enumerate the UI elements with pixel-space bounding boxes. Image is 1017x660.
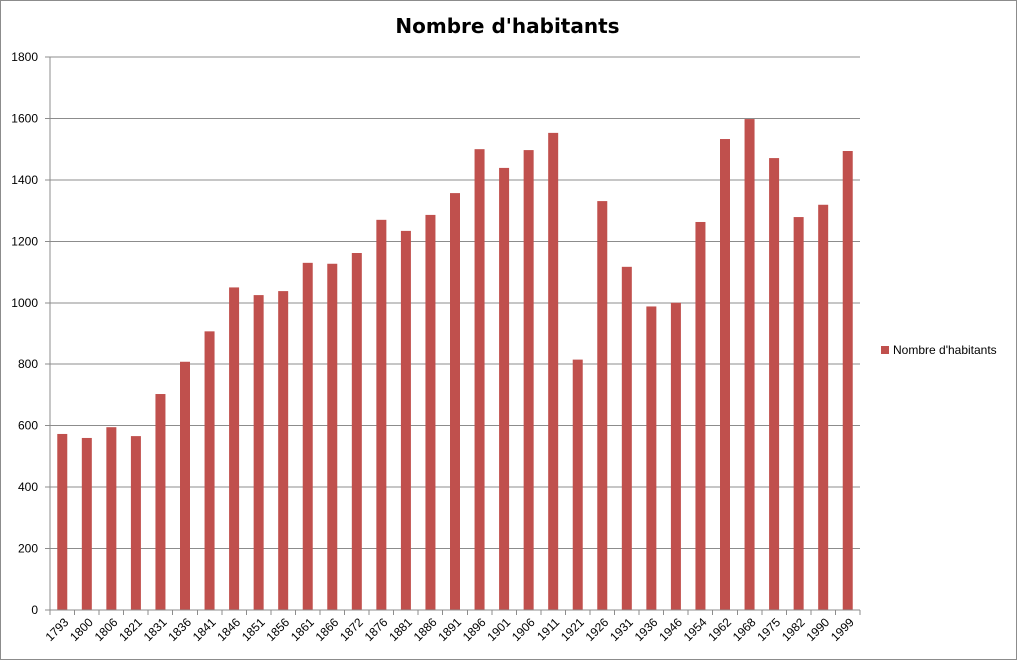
bar-1866 xyxy=(327,263,338,610)
x-tick-label: 1851 xyxy=(239,615,268,644)
legend-label: Nombre d'habitants xyxy=(893,343,997,357)
bar-1926 xyxy=(597,201,608,610)
x-tick-label: 1846 xyxy=(214,615,243,644)
bar-1982 xyxy=(793,217,804,610)
bar-1946 xyxy=(670,302,681,610)
y-tick-label: 1200 xyxy=(11,234,38,248)
y-tick-label: 1800 xyxy=(11,50,38,64)
y-tick-label: 1600 xyxy=(11,111,38,125)
bar-1831 xyxy=(155,394,166,610)
bar-1821 xyxy=(130,436,141,610)
x-tick-label: 1793 xyxy=(43,615,72,644)
bar-1936 xyxy=(646,306,657,610)
x-tick-label: 1841 xyxy=(190,615,219,644)
x-tick-label: 1906 xyxy=(509,615,538,644)
y-tick-label: 400 xyxy=(18,480,38,494)
bar-1911 xyxy=(548,132,559,610)
bar-1931 xyxy=(621,266,632,610)
x-tick-label: 1866 xyxy=(313,615,342,644)
bar-1962 xyxy=(720,139,730,610)
bar-1906 xyxy=(523,150,534,610)
x-tick-label: 1911 xyxy=(534,615,562,643)
bar-1896 xyxy=(474,149,485,611)
x-tick-label: 1831 xyxy=(141,615,170,644)
x-tick-label: 1886 xyxy=(411,615,440,644)
x-tick-label: 1975 xyxy=(754,615,783,644)
x-tick-label: 1891 xyxy=(435,615,464,644)
y-tick-label: 1400 xyxy=(11,173,38,187)
x-tick-label: 1936 xyxy=(632,615,661,644)
x-axis-ticks: 1793180018061821183118361841184618511856… xyxy=(43,610,861,644)
bar-1876 xyxy=(376,219,387,610)
bar-1841 xyxy=(204,331,215,610)
y-tick-label: 800 xyxy=(18,357,38,371)
chart-title: Nombre d'habitants xyxy=(395,14,620,38)
bar-1921 xyxy=(572,359,583,610)
legend-swatch xyxy=(881,346,889,354)
x-tick-label: 1901 xyxy=(484,615,513,644)
x-tick-label: 1836 xyxy=(165,615,194,644)
x-tick-label: 1806 xyxy=(92,615,121,644)
x-tick-label: 1821 xyxy=(116,615,145,644)
bar-1968 xyxy=(744,119,755,610)
bar-1886 xyxy=(425,214,436,610)
x-tick-label: 1800 xyxy=(67,615,96,644)
bar-1836 xyxy=(180,361,190,610)
bar-1851 xyxy=(253,295,264,610)
bars xyxy=(57,119,853,611)
x-tick-label: 1881 xyxy=(386,615,415,644)
x-tick-label: 1896 xyxy=(460,615,489,644)
bar-1793 xyxy=(57,433,68,610)
x-tick-label: 1876 xyxy=(362,615,391,644)
x-tick-label: 1962 xyxy=(705,615,734,644)
x-tick-label: 1990 xyxy=(803,615,832,644)
bar-1975 xyxy=(769,158,780,610)
bar-1954 xyxy=(695,221,706,611)
x-tick-label: 1856 xyxy=(263,615,292,644)
bar-1891 xyxy=(450,193,460,610)
bar-1990 xyxy=(818,204,829,610)
bar-1861 xyxy=(302,262,313,610)
bar-1856 xyxy=(278,291,289,610)
x-tick-label: 1999 xyxy=(828,615,857,644)
axes xyxy=(49,57,860,611)
x-tick-label: 1872 xyxy=(337,615,366,644)
y-tick-label: 1000 xyxy=(11,296,38,310)
x-tick-label: 1931 xyxy=(607,615,636,644)
legend: Nombre d'habitants xyxy=(881,343,997,357)
x-tick-label: 1946 xyxy=(656,615,685,644)
bar-1800 xyxy=(81,437,92,610)
x-tick-label: 1926 xyxy=(583,615,612,644)
bar-1846 xyxy=(229,287,240,610)
bar-1872 xyxy=(351,253,362,610)
y-tick-label: 200 xyxy=(18,542,38,556)
x-tick-label: 1982 xyxy=(779,615,808,644)
x-tick-label: 1954 xyxy=(681,615,710,644)
x-tick-label: 1861 xyxy=(288,615,317,644)
y-tick-label: 600 xyxy=(18,419,38,433)
bar-1901 xyxy=(499,167,510,610)
y-tick-label: 0 xyxy=(31,603,38,617)
bar-1806 xyxy=(106,427,117,610)
bar-1881 xyxy=(400,230,411,610)
bar-1999 xyxy=(842,151,853,610)
x-tick-label: 1921 xyxy=(558,615,587,644)
y-axis-ticks: 0 200 400 600 800 1000 1200 1400 1600 1800 xyxy=(11,50,50,617)
x-tick-label: 1968 xyxy=(730,615,759,644)
